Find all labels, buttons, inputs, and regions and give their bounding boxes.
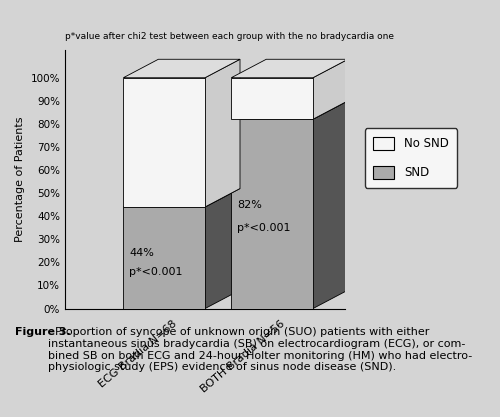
Polygon shape xyxy=(231,101,348,119)
Text: BOTH Bradia N=56: BOTH Bradia N=56 xyxy=(200,319,287,395)
Polygon shape xyxy=(124,188,240,207)
Text: Figure 3.: Figure 3. xyxy=(15,327,71,337)
Polygon shape xyxy=(231,59,348,78)
Text: p*<0.001: p*<0.001 xyxy=(237,223,290,233)
Polygon shape xyxy=(231,119,313,309)
Text: 44%: 44% xyxy=(129,248,154,258)
Text: Proportion of syncope of unknown origin (SUO) patients with either
instantaneous: Proportion of syncope of unknown origin … xyxy=(48,327,472,372)
Polygon shape xyxy=(313,101,348,309)
Polygon shape xyxy=(124,78,205,207)
Text: p*value after chi2 test between each group with the no bradycardia one: p*value after chi2 test between each gro… xyxy=(65,32,394,41)
Polygon shape xyxy=(124,59,240,78)
Polygon shape xyxy=(205,188,240,309)
Text: p*<0.001: p*<0.001 xyxy=(129,266,182,276)
Text: 82%: 82% xyxy=(237,200,262,210)
Polygon shape xyxy=(124,207,205,309)
Y-axis label: Percentage of Patients: Percentage of Patients xyxy=(15,117,25,242)
Polygon shape xyxy=(231,78,313,119)
Text: ECG Bradia N=68: ECG Bradia N=68 xyxy=(98,319,179,390)
Legend: No SND, SND: No SND, SND xyxy=(365,128,457,188)
Polygon shape xyxy=(313,59,348,119)
Polygon shape xyxy=(205,59,240,207)
